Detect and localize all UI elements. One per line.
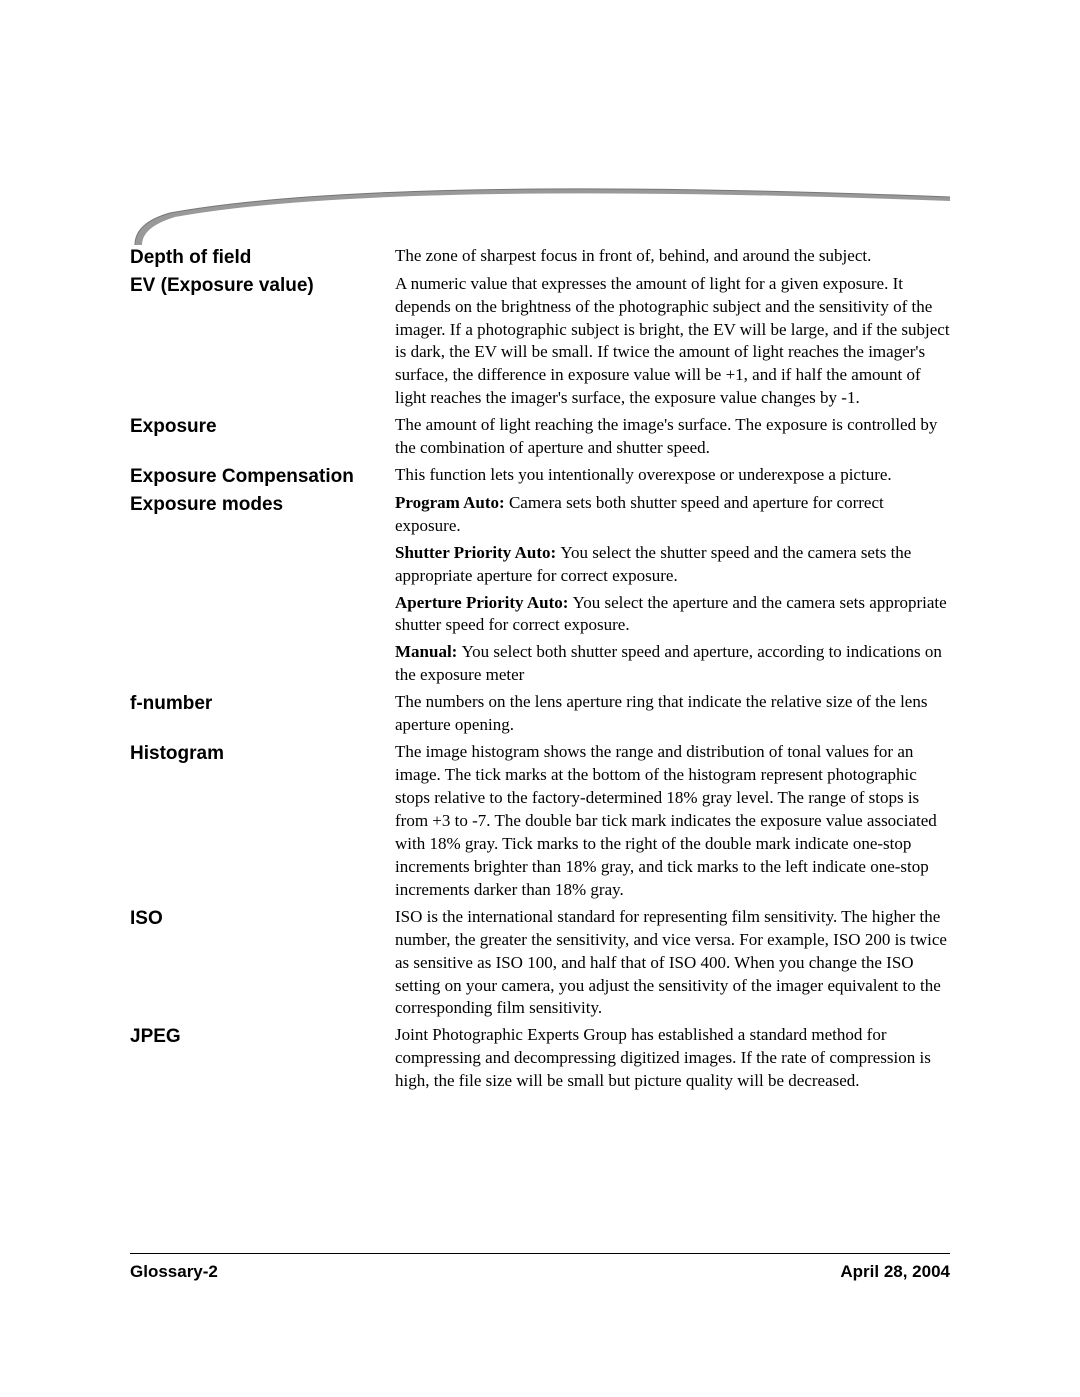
definition-block: The amount of light reaching the image's… (395, 414, 950, 460)
glossary-definition: ISO is the international standard for re… (395, 906, 950, 1023)
definition-text: ISO is the international standard for re… (395, 907, 947, 1018)
glossary-subentry: Shutter Priority Auto: You select the sh… (130, 542, 950, 590)
glossary-term: Exposure (130, 414, 395, 440)
glossary-definition: Manual: You select both shutter speed an… (395, 641, 950, 689)
glossary-definition: This function lets you intentionally ove… (395, 464, 950, 489)
definition-block: Joint Photographic Experts Group has est… (395, 1024, 950, 1093)
glossary-term: ISO (130, 906, 395, 932)
glossary-subentry: Aperture Priority Auto: You select the a… (130, 592, 950, 640)
mode-label: Manual: (395, 642, 462, 661)
glossary-subentry: Manual: You select both shutter speed an… (130, 641, 950, 689)
glossary-term: f-number (130, 691, 395, 717)
glossary-term: Histogram (130, 741, 395, 767)
header-swoosh (130, 185, 950, 255)
page-footer: Glossary-2 April 28, 2004 (130, 1253, 950, 1282)
glossary-entry: Exposure modesProgram Auto: Camera sets … (130, 492, 950, 540)
glossary-definition: The image histogram shows the range and … (395, 741, 950, 904)
mode-label: Aperture Priority Auto: (395, 593, 573, 612)
definition-text: Joint Photographic Experts Group has est… (395, 1025, 931, 1090)
footer-right: April 28, 2004 (840, 1262, 950, 1282)
definition-block: The numbers on the lens aperture ring th… (395, 691, 950, 737)
glossary-entry: JPEGJoint Photographic Experts Group has… (130, 1024, 950, 1095)
glossary-entry: Exposure CompensationThis function lets … (130, 464, 950, 490)
definition-block: The image histogram shows the range and … (395, 741, 950, 902)
definition-text: A numeric value that expresses the amoun… (395, 274, 950, 408)
glossary-definition: Joint Photographic Experts Group has est… (395, 1024, 950, 1095)
glossary-entry: ISOISO is the international standard for… (130, 906, 950, 1023)
glossary-term: Exposure Compensation (130, 464, 395, 490)
definition-block: Shutter Priority Auto: You select the sh… (395, 542, 950, 588)
definition-block: Aperture Priority Auto: You select the a… (395, 592, 950, 638)
definition-block: This function lets you intentionally ove… (395, 464, 950, 487)
definition-block: Program Auto: Camera sets both shutter s… (395, 492, 950, 538)
glossary-definition: The numbers on the lens aperture ring th… (395, 691, 950, 739)
glossary-definition: The amount of light reaching the image's… (395, 414, 950, 462)
glossary-definition: Shutter Priority Auto: You select the sh… (395, 542, 950, 590)
definition-block: Manual: You select both shutter speed an… (395, 641, 950, 687)
definition-block: A numeric value that expresses the amoun… (395, 273, 950, 411)
definition-text: The image histogram shows the range and … (395, 742, 937, 899)
glossary-entry: HistogramThe image histogram shows the r… (130, 741, 950, 904)
glossary-definition: Aperture Priority Auto: You select the a… (395, 592, 950, 640)
glossary-definition: Program Auto: Camera sets both shutter s… (395, 492, 950, 540)
glossary-term: EV (Exposure value) (130, 273, 395, 299)
mode-label: Shutter Priority Auto: (395, 543, 560, 562)
glossary-entry: EV (Exposure value)A numeric value that … (130, 273, 950, 413)
glossary-entry: ExposureThe amount of light reaching the… (130, 414, 950, 462)
page-container: Depth of fieldThe zone of sharpest focus… (0, 0, 1080, 1397)
definition-text: This function lets you intentionally ove… (395, 465, 892, 484)
glossary-term: Exposure modes (130, 492, 395, 518)
footer-left: Glossary-2 (130, 1262, 218, 1282)
definition-text: The numbers on the lens aperture ring th… (395, 692, 927, 734)
glossary-content: Depth of fieldThe zone of sharpest focus… (130, 245, 950, 1095)
glossary-term: JPEG (130, 1024, 395, 1050)
definition-text: You select both shutter speed and apertu… (395, 642, 942, 684)
glossary-definition: A numeric value that expresses the amoun… (395, 273, 950, 413)
mode-label: Program Auto: (395, 493, 509, 512)
definition-block: ISO is the international standard for re… (395, 906, 950, 1021)
glossary-entry: f-numberThe numbers on the lens aperture… (130, 691, 950, 739)
definition-text: The amount of light reaching the image's… (395, 415, 937, 457)
